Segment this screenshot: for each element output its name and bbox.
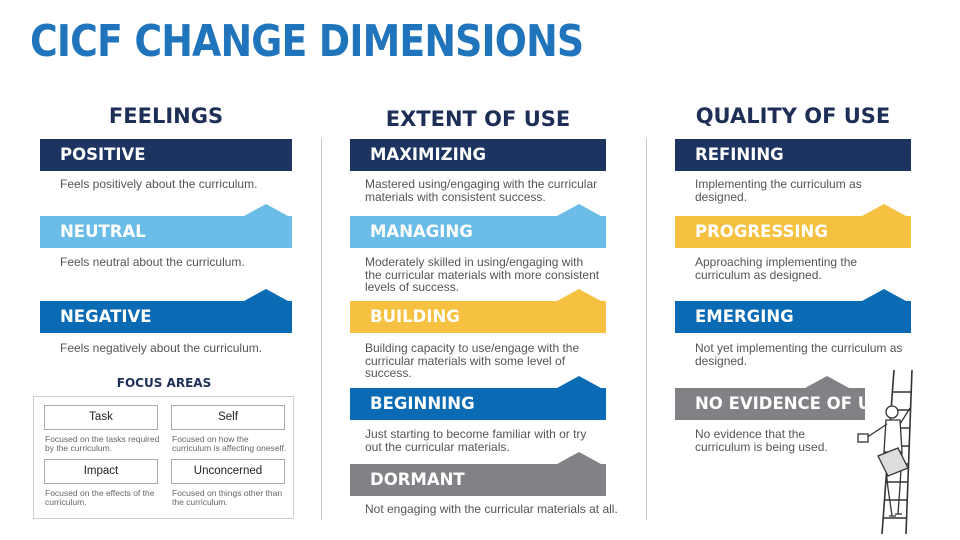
level-description: Feels negatively about the curriculum. — [60, 341, 263, 355]
level-tab — [862, 289, 906, 301]
level-tab — [557, 289, 601, 301]
focus-description: Focused on the tasks required by the cur… — [45, 434, 160, 453]
column-divider — [646, 138, 647, 520]
focus-description: Focused on how the curriculum is affecti… — [172, 434, 287, 453]
level-tab — [862, 204, 906, 216]
level-tab — [557, 376, 601, 388]
column-divider — [321, 138, 322, 520]
level-tab — [557, 452, 601, 464]
level-label: NEGATIVE — [60, 307, 152, 326]
level-description: Feels positively about the curriculum. — [60, 177, 258, 191]
level-label: DORMANT — [370, 470, 465, 489]
level-bar-beginning: BEGINNING — [350, 376, 606, 420]
focus-description: Focused on the effects of the curriculum… — [45, 488, 155, 507]
focus-description: Focused on things other than the curricu… — [172, 488, 283, 507]
level-bar-building: BUILDING — [350, 289, 606, 333]
level-label: REFINING — [695, 145, 784, 164]
focus-box-impact: Impact — [44, 459, 158, 484]
level-bar-maximizing: MAXIMIZING — [350, 139, 606, 171]
level-tab — [244, 204, 288, 216]
level-label: POSITIVE — [60, 145, 146, 164]
level-tab — [805, 376, 849, 388]
level-bar-negative: NEGATIVE — [40, 289, 292, 333]
level-bar-neutral: NEUTRAL — [40, 204, 292, 248]
level-bar-no-evidence-of-use: NO EVIDENCE OF USE — [675, 376, 894, 420]
level-label: BUILDING — [370, 307, 460, 326]
level-label: NO EVIDENCE OF USE — [695, 394, 895, 413]
level-bar-dormant: DORMANT — [350, 452, 606, 496]
level-bar-managing: MANAGING — [350, 204, 606, 248]
level-bar-progressing: PROGRESSING — [675, 204, 911, 248]
focus-box-unconcerned: Unconcerned — [171, 459, 285, 484]
level-description: Implementing the curriculum as designed. — [695, 177, 862, 204]
level-label: EMERGING — [695, 307, 794, 326]
level-label: BEGINNING — [370, 394, 475, 413]
level-description: Not yet implementing the curriculum as d… — [695, 341, 903, 368]
level-tab — [244, 289, 288, 301]
focus-areas-panel — [33, 396, 294, 519]
level-description: Building capacity to use/engage with the… — [365, 341, 580, 380]
level-description: Mastered using/engaging with the curricu… — [365, 177, 598, 204]
level-description: Feels neutral about the curriculum. — [60, 255, 245, 269]
level-label: MANAGING — [370, 222, 473, 241]
level-description: Not engaging with the curricular materia… — [365, 502, 618, 516]
level-description: No evidence that the curriculum is being… — [695, 427, 828, 454]
level-description: Moderately skilled in using/engaging wit… — [365, 255, 600, 294]
focus-areas-title: FOCUS AREAS — [116, 376, 212, 390]
level-bar-refining: REFINING — [675, 139, 911, 171]
column-heading-extent-of-use: EXTENT OF USE — [385, 107, 571, 131]
page-title: CICF CHANGE DIMENSIONS — [30, 16, 584, 67]
level-description: Just starting to become familiar with or… — [365, 427, 587, 454]
focus-box-task: Task — [44, 405, 158, 430]
level-tab — [557, 204, 601, 216]
level-bar-positive: POSITIVE — [40, 139, 292, 171]
level-label: MAXIMIZING — [370, 145, 487, 164]
climbing-ladder-figure-icon — [857, 369, 913, 535]
focus-box-self: Self — [171, 405, 285, 430]
level-label: PROGRESSING — [695, 222, 828, 241]
column-heading-quality-of-use: QUALITY OF USE — [695, 104, 891, 128]
level-bar-emerging: EMERGING — [675, 289, 911, 333]
level-label: NEUTRAL — [60, 222, 146, 241]
level-description: Approaching implementing the curriculum … — [695, 255, 858, 282]
column-heading-feelings: FEELINGS — [108, 104, 224, 128]
